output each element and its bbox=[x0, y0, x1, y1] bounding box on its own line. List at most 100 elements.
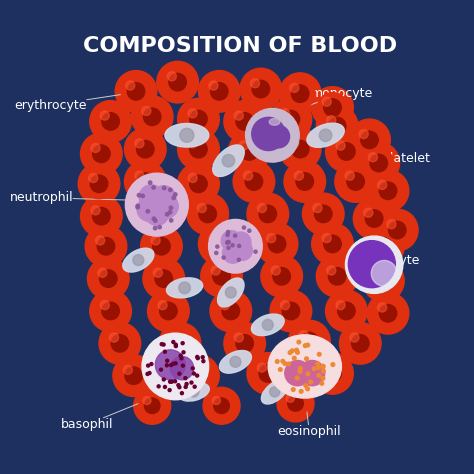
Circle shape bbox=[169, 206, 173, 210]
Circle shape bbox=[358, 142, 400, 184]
Circle shape bbox=[123, 365, 132, 374]
Circle shape bbox=[379, 305, 397, 322]
Circle shape bbox=[96, 236, 117, 256]
Circle shape bbox=[125, 128, 166, 170]
Circle shape bbox=[292, 356, 296, 360]
Circle shape bbox=[141, 226, 182, 267]
Circle shape bbox=[90, 175, 108, 192]
Circle shape bbox=[152, 186, 155, 189]
Circle shape bbox=[292, 85, 309, 102]
Circle shape bbox=[256, 223, 298, 265]
Circle shape bbox=[331, 296, 361, 326]
Circle shape bbox=[178, 372, 181, 375]
Circle shape bbox=[363, 226, 404, 267]
Circle shape bbox=[146, 373, 149, 375]
Circle shape bbox=[105, 328, 135, 358]
Circle shape bbox=[209, 234, 229, 255]
Circle shape bbox=[193, 385, 196, 388]
Ellipse shape bbox=[268, 335, 341, 398]
Circle shape bbox=[178, 386, 181, 389]
Circle shape bbox=[246, 74, 276, 104]
Circle shape bbox=[100, 111, 109, 120]
Circle shape bbox=[92, 145, 110, 163]
Circle shape bbox=[212, 397, 231, 415]
Circle shape bbox=[242, 226, 246, 229]
Circle shape bbox=[279, 128, 321, 170]
Circle shape bbox=[155, 194, 178, 218]
Circle shape bbox=[166, 359, 169, 362]
Circle shape bbox=[270, 98, 312, 140]
Circle shape bbox=[322, 363, 343, 384]
Circle shape bbox=[151, 236, 172, 256]
Circle shape bbox=[190, 381, 193, 384]
Circle shape bbox=[319, 129, 332, 142]
Circle shape bbox=[178, 128, 219, 170]
Circle shape bbox=[376, 209, 418, 251]
Circle shape bbox=[178, 98, 219, 140]
Circle shape bbox=[126, 173, 188, 236]
Circle shape bbox=[100, 111, 121, 132]
Ellipse shape bbox=[218, 278, 244, 307]
Circle shape bbox=[144, 203, 153, 213]
Circle shape bbox=[327, 266, 347, 287]
Ellipse shape bbox=[219, 350, 251, 373]
Circle shape bbox=[336, 301, 345, 310]
Circle shape bbox=[111, 335, 128, 352]
Circle shape bbox=[157, 385, 160, 388]
Circle shape bbox=[327, 116, 336, 125]
Circle shape bbox=[89, 173, 98, 182]
Circle shape bbox=[321, 365, 325, 368]
Circle shape bbox=[179, 282, 191, 294]
Circle shape bbox=[102, 113, 119, 130]
Circle shape bbox=[188, 173, 197, 182]
Circle shape bbox=[355, 125, 384, 155]
Circle shape bbox=[202, 360, 205, 363]
Circle shape bbox=[154, 219, 157, 222]
Circle shape bbox=[188, 365, 197, 374]
Circle shape bbox=[169, 380, 172, 383]
Circle shape bbox=[126, 81, 146, 102]
Circle shape bbox=[181, 392, 183, 395]
Circle shape bbox=[270, 290, 312, 332]
Circle shape bbox=[199, 223, 240, 265]
Circle shape bbox=[154, 268, 174, 289]
Circle shape bbox=[273, 267, 291, 285]
Circle shape bbox=[298, 370, 302, 374]
Circle shape bbox=[267, 234, 276, 243]
Circle shape bbox=[169, 73, 186, 91]
Circle shape bbox=[254, 250, 257, 253]
Circle shape bbox=[359, 129, 380, 150]
Circle shape bbox=[133, 255, 144, 265]
Circle shape bbox=[227, 240, 230, 244]
Ellipse shape bbox=[123, 248, 154, 272]
Circle shape bbox=[292, 140, 309, 158]
Circle shape bbox=[91, 143, 100, 153]
Circle shape bbox=[324, 365, 341, 382]
Circle shape bbox=[257, 203, 278, 224]
Circle shape bbox=[345, 171, 366, 192]
Circle shape bbox=[191, 367, 194, 370]
Circle shape bbox=[170, 380, 173, 383]
Circle shape bbox=[143, 258, 184, 300]
Circle shape bbox=[234, 333, 244, 342]
Circle shape bbox=[220, 301, 241, 321]
Circle shape bbox=[374, 272, 392, 290]
Circle shape bbox=[193, 199, 223, 229]
Circle shape bbox=[90, 290, 131, 332]
Circle shape bbox=[177, 383, 180, 387]
Circle shape bbox=[299, 331, 320, 351]
Circle shape bbox=[144, 108, 161, 126]
Circle shape bbox=[275, 360, 279, 364]
Circle shape bbox=[181, 342, 184, 345]
Circle shape bbox=[209, 81, 229, 102]
Circle shape bbox=[363, 260, 404, 302]
Circle shape bbox=[204, 229, 234, 259]
Circle shape bbox=[289, 320, 330, 362]
Circle shape bbox=[261, 255, 302, 297]
Circle shape bbox=[137, 102, 167, 132]
Circle shape bbox=[302, 193, 344, 235]
Text: neutrophil: neutrophil bbox=[9, 191, 127, 204]
Circle shape bbox=[320, 382, 324, 385]
Circle shape bbox=[149, 264, 179, 293]
Circle shape bbox=[389, 221, 406, 239]
